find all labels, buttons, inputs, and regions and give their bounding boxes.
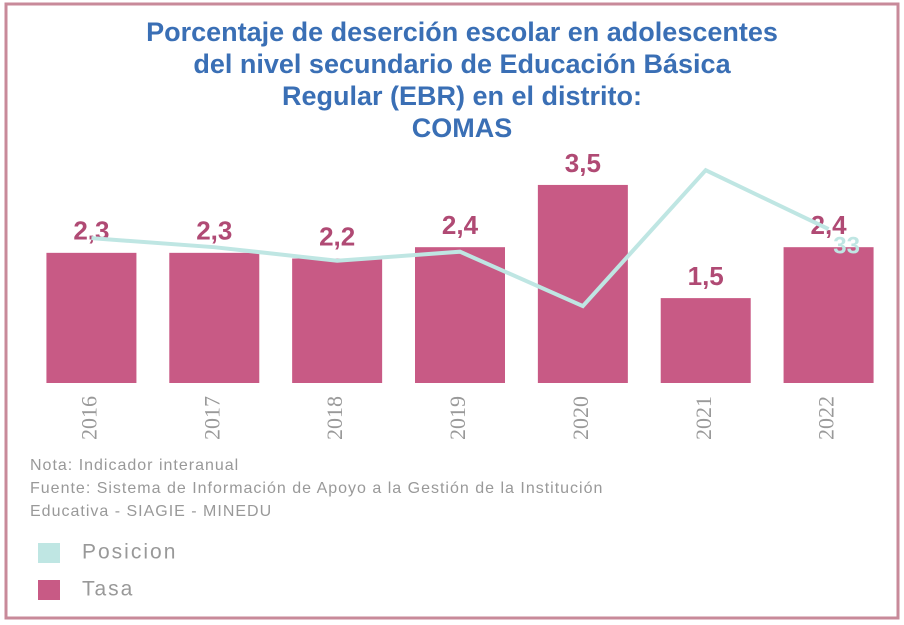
bar bbox=[660, 298, 751, 383]
x-tick-label: 2022 bbox=[814, 396, 839, 440]
legend-label: Tasa bbox=[82, 578, 134, 601]
chart-title: COMAS bbox=[412, 113, 513, 143]
x-tick-label: 2020 bbox=[568, 396, 593, 440]
chart-title: del nivel secundario de Educación Básica bbox=[193, 49, 731, 79]
legend-swatch bbox=[38, 543, 60, 563]
x-tick-label: 2018 bbox=[322, 396, 347, 440]
data-label: 2,2 bbox=[319, 221, 355, 251]
data-label: 33 bbox=[833, 232, 860, 259]
data-label: 1,5 bbox=[688, 261, 724, 291]
bar bbox=[783, 247, 874, 383]
x-tick-label: 2021 bbox=[691, 396, 716, 440]
bar bbox=[46, 252, 137, 383]
legend-swatch bbox=[38, 580, 60, 600]
bar bbox=[292, 258, 383, 383]
bar bbox=[537, 184, 628, 383]
note: Nota: Indicador interanual bbox=[30, 457, 239, 474]
x-tick-label: 2016 bbox=[76, 396, 101, 440]
x-tick-label: 2017 bbox=[199, 396, 224, 440]
data-label: 2,3 bbox=[196, 216, 232, 246]
data-label: 2,4 bbox=[442, 210, 479, 240]
data-label: 2,3 bbox=[73, 216, 109, 246]
line bbox=[91, 167, 830, 309]
x-tick-label: 2019 bbox=[445, 396, 470, 440]
note: Educativa - SIAGIE - MINEDU bbox=[30, 503, 272, 520]
bar bbox=[415, 247, 505, 383]
note: Fuente: Sistema de Información de Apoyo … bbox=[30, 480, 603, 497]
bar bbox=[169, 252, 260, 383]
chart-title: Regular (EBR) en el distrito: bbox=[282, 81, 642, 111]
data-label: 3,5 bbox=[565, 148, 601, 178]
legend-label: Posicion bbox=[82, 541, 177, 564]
chart-title: Porcentaje de deserción escolar en adole… bbox=[146, 17, 778, 47]
